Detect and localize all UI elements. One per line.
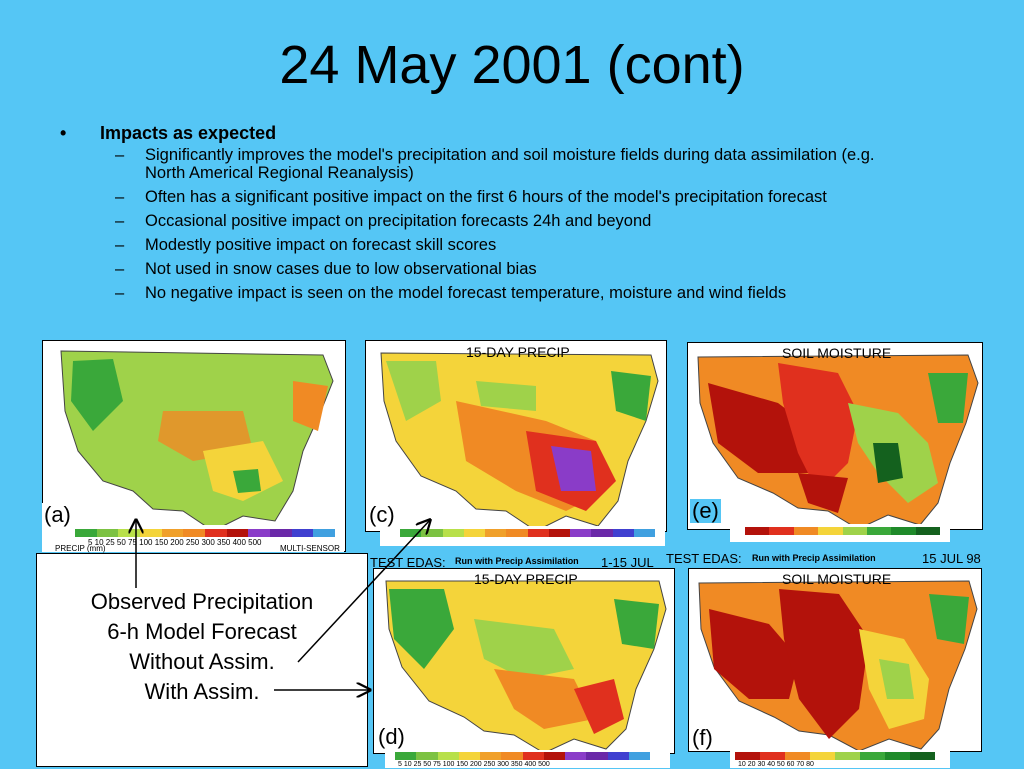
panel-label-e: (e) xyxy=(690,498,721,523)
legend-without-assim: Without Assim. xyxy=(129,649,275,674)
run-with-assim-label-1: Run with Precip Assimilation xyxy=(455,556,579,566)
legend-with-assim: With Assim. xyxy=(144,679,260,704)
panel-label-a: (a) xyxy=(42,502,73,527)
main-bullet-text: Impacts as expected xyxy=(100,123,277,143)
panel-label-c: (c) xyxy=(367,502,397,527)
main-bullet: • Impacts as expected xyxy=(60,120,960,146)
bullet-marker: • xyxy=(60,123,67,143)
date-precip-label: 1-15 JUL xyxy=(601,555,654,570)
legend-observed: Observed Precipitation xyxy=(90,589,314,614)
map-e-title: SOIL MOISTURE xyxy=(782,345,892,361)
colorbar-f-ticks: 10 20 30 40 50 60 70 80 xyxy=(738,761,814,768)
colorbar-d-ticks: 5 10 25 50 75 100 150 200 250 300 350 40… xyxy=(398,761,550,768)
panel-label-d: (d) xyxy=(376,724,407,749)
slide-title: 24 May 2001 (cont) xyxy=(279,35,745,95)
precip-units-label: PRECIP (mm) xyxy=(55,544,106,553)
bullet-list: • Impacts as expected – Significantly imp… xyxy=(60,120,960,308)
sub-bullet-list: – Significantly improves the model's prec… xyxy=(60,146,960,302)
sub-bullet: – Significantly improves the model's prec… xyxy=(115,146,875,182)
sub-bullet: – Often has a significant positive impact… xyxy=(115,188,827,206)
multi-sensor-label: MULTI-SENSOR xyxy=(280,544,340,553)
sub-bullet: – No negative impact is seen on the model… xyxy=(115,284,787,302)
colorbar-a xyxy=(75,529,336,537)
date-soil-label: 15 JUL 98 xyxy=(922,551,981,566)
test-edas-label-2: TEST EDAS: xyxy=(666,551,742,566)
map-f-title: SOIL MOISTURE xyxy=(782,571,892,587)
legend-6h-forecast: 6-h Model Forecast xyxy=(107,619,297,644)
sub-bullet: – Modestly positive impact on forecast sk… xyxy=(115,236,497,254)
map-precip-no-assim xyxy=(365,340,667,532)
map-precip-with-assim xyxy=(373,568,675,754)
map-soil-with-assim xyxy=(688,568,982,752)
map-d-title: 15-DAY PRECIP xyxy=(474,571,578,587)
panel-label-f: (f) xyxy=(690,725,715,750)
sub-bullet: – Not used in snow cases due to low obser… xyxy=(115,260,537,278)
map-c-title: 15-DAY PRECIP xyxy=(466,344,570,360)
map-soil-no-assim xyxy=(687,342,983,530)
map-observed-precip xyxy=(42,340,346,552)
colorbar-a-ticks: 5 10 25 50 75 100 150 200 250 300 350 40… xyxy=(88,538,262,547)
run-with-assim-label-2: Run with Precip Assimilation xyxy=(752,553,876,563)
sub-bullet: – Occasional positive impact on precipita… xyxy=(115,212,652,230)
legend-box: Observed Precipitation 6-h Model Forecas… xyxy=(36,553,368,767)
colorbar-c xyxy=(400,529,655,537)
colorbar-f xyxy=(735,752,935,760)
colorbar-d xyxy=(395,752,650,760)
colorbar-e xyxy=(745,527,940,535)
